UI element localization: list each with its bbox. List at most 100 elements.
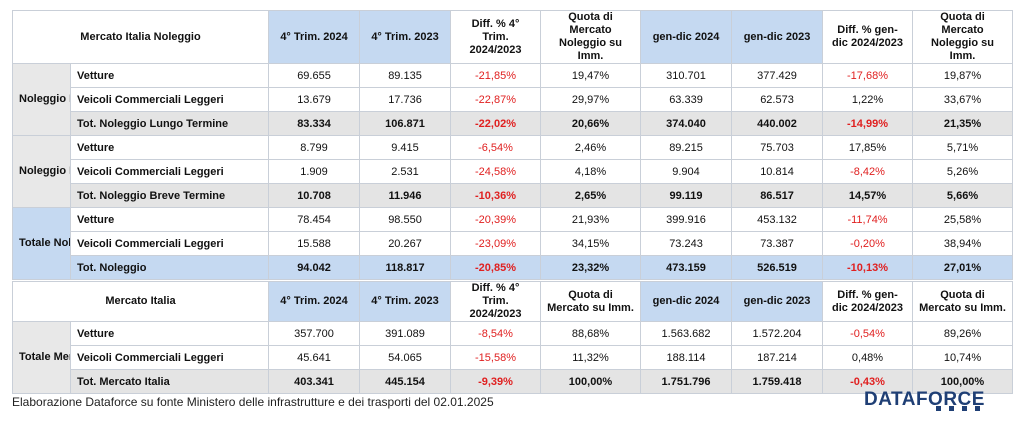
table-cell: 25,58% [912,207,1014,232]
row-label: Tot. Noleggio Breve Termine [69,183,270,208]
table-cell: 2,46% [540,135,642,160]
row-label: Tot. Noleggio [69,255,270,280]
table-cell: 377.429 [731,63,824,88]
table-cell: -22,87% [450,87,542,112]
table-cell: 83.334 [268,111,361,136]
total-row: Tot. Noleggio Breve Termine 10.708 11.946-… [13,183,1014,208]
table-cell: 98.550 [359,207,452,232]
table-cell: 17,85% [822,135,914,160]
table-cell: 20.267 [359,231,452,256]
table-cell: 106.871 [359,111,452,136]
table-cell: -24,58% [450,159,542,184]
table-cell: 94.042 [268,255,361,280]
mercato-header-row: Mercato Italia 4° Trim. 2024 4° Trim. 20… [12,281,1013,322]
table-row: Noleggio Lungo TermineVetture69.65589.13… [12,63,1014,136]
row-group-label: Noleggio Breve Termine [12,135,71,208]
table-cell: 86.517 [731,183,824,208]
table-row: Totale Mercato ItaliaVetture357.700391.0… [12,321,1013,394]
table-cell: 11,32% [540,345,641,370]
total-row: Tot. Noleggio Lungo Termine 83.334 106.871… [13,111,1014,136]
col-header: gen-dic 2024 [640,281,732,322]
table-cell: -8,42% [822,159,914,184]
table-cell: -11,74% [822,207,914,232]
table-cell: 453.132 [731,207,824,232]
table-cell: 75.703 [731,135,824,160]
col-header: gen-dic 2023 [731,10,824,64]
table-cell: 20,66% [540,111,642,136]
table-cell: 391.089 [359,321,451,346]
table-cell: 45.641 [268,345,360,370]
table-cell: -0,20% [822,231,914,256]
table-cell: -20,85% [450,255,542,280]
table-row: Noleggio Breve TermineVetture8.7999.415-… [12,135,1014,208]
dataforce-logo: DATAFORCE [864,389,985,410]
mercato-table: Mercato Italia 4° Trim. 2024 4° Trim. 20… [12,281,1013,394]
table-cell: 0,48% [822,345,913,370]
table-row: Veicoli Commerciali Leggeri 45.641 54.065-… [13,345,1013,370]
col-header: Diff. % gen- dic 2024/2023 [822,10,914,64]
col-header: Quota di Mercato Noleggio su Imm. [912,10,1014,64]
table-cell: -8,54% [450,321,541,346]
table-cell: 13.679 [268,87,361,112]
table-cell: 62.573 [731,87,824,112]
noleggio-table-title: Mercato Italia Noleggio [11,10,270,64]
table-cell: 69.655 [268,63,361,88]
col-header: Diff. % 4° Trim. 2024/2023 [450,10,542,64]
table-cell: -10,13% [822,255,914,280]
table-row: Veicoli Commerciali Leggeri 15.588 20.267-… [13,231,1014,256]
table-cell: 1.563.682 [640,321,732,346]
col-header: Quota di Mercato Noleggio su Imm. [540,10,642,64]
table-cell: 4,18% [540,159,642,184]
row-label: Vetture [69,135,270,160]
table-cell: 374.040 [640,111,733,136]
col-header: Diff. % 4° Trim. 2024/2023 [450,281,541,322]
col-header: 4° Trim. 2023 [359,10,452,64]
table-cell: -14,99% [822,111,914,136]
table-cell: 187.214 [731,345,823,370]
table-cell: 63.339 [640,87,733,112]
col-header: 4° Trim. 2023 [359,281,451,322]
col-header: 4° Trim. 2024 [268,281,360,322]
table-cell: 1.751.796 [640,369,732,394]
table-cell: 17.736 [359,87,452,112]
table-cell: 9.904 [640,159,733,184]
table-cell: 29,97% [540,87,642,112]
row-group-label: Totale Noleggio [12,207,71,280]
table-cell: 357.700 [268,321,360,346]
table-cell: 11.946 [359,183,452,208]
noleggio-header-row: Mercato Italia Noleggio 4° Trim. 2024 4°… [11,10,1014,64]
table-cell: -21,85% [450,63,542,88]
table-cell: 399.916 [640,207,733,232]
table-cell: 14,57% [822,183,914,208]
table-cell: 8.799 [268,135,361,160]
table-cell: 23,32% [540,255,642,280]
table-row: Totale NoleggioVetture78.45498.550-20,39… [12,207,1014,280]
table-cell: 188.114 [640,345,732,370]
table-cell: 21,35% [912,111,1014,136]
table-cell: 27,01% [912,255,1014,280]
table-cell: 100,00% [540,369,641,394]
table-cell: 403.341 [268,369,360,394]
table-cell: 445.154 [359,369,451,394]
table-cell: 88,68% [540,321,641,346]
table-cell: 1.572.204 [731,321,823,346]
row-label: Veicoli Commerciali Leggeri [69,231,270,256]
table-cell: 21,93% [540,207,642,232]
table-cell: -23,09% [450,231,542,256]
table-cell: 33,67% [912,87,1014,112]
row-label: Vetture [69,207,270,232]
table-cell: -22,02% [450,111,542,136]
table-cell: -0,43% [822,369,913,394]
table-cell: 89.215 [640,135,733,160]
col-header: gen-dic 2023 [731,281,823,322]
table-cell: -15,58% [450,345,541,370]
table-cell: 473.159 [640,255,733,280]
row-label: Tot. Mercato Italia [70,369,269,394]
row-label: Tot. Noleggio Lungo Termine [69,111,270,136]
row-label: Vetture [70,321,269,346]
table-cell: -17,68% [822,63,914,88]
table-cell: 1.909 [268,159,361,184]
col-header: gen-dic 2024 [640,10,733,64]
table-cell: -9,39% [450,369,541,394]
table-cell: 440.002 [731,111,824,136]
